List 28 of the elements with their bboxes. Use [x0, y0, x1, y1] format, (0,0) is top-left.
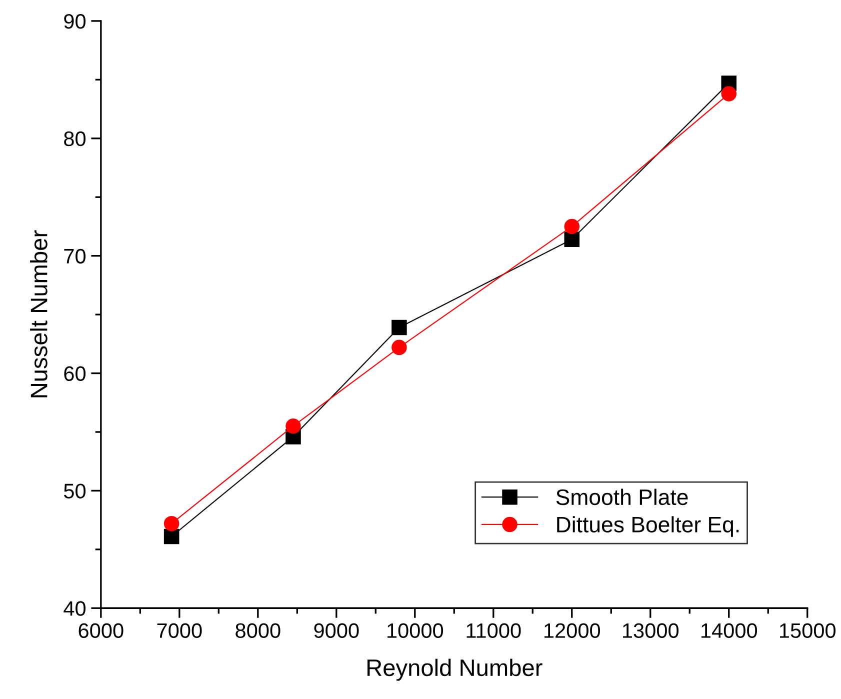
y-axis-title: Nusselt Number — [30, 230, 48, 398]
y-tick-label: 80 — [64, 131, 86, 146]
x-tick-label: 9000 — [314, 623, 359, 638]
y-tick-label: 70 — [64, 248, 86, 264]
point — [164, 516, 180, 532]
point — [564, 218, 580, 234]
point — [392, 320, 407, 336]
x-tick-label: 8000 — [236, 623, 280, 638]
x-tick-label: 13000 — [623, 623, 679, 638]
point — [392, 340, 407, 356]
point — [564, 232, 580, 248]
y-tick-label: 50 — [64, 484, 86, 498]
x-tick-label: 15000 — [780, 623, 836, 638]
x-tick-label: 7000 — [157, 623, 202, 638]
legend-label: Smooth Plate — [556, 488, 688, 506]
x-tick-label: 11000 — [466, 623, 521, 638]
x-tick-label: 14000 — [701, 623, 758, 638]
y-tick-label: 40 — [64, 601, 86, 616]
x-axis-title: Reynold Number — [368, 658, 542, 681]
y-tick-label: 60 — [64, 366, 86, 382]
x-tick-label: 10000 — [388, 623, 444, 638]
x-tick-label: 6000 — [78, 623, 124, 638]
y-tick-label: 90 — [64, 14, 86, 29]
point — [721, 86, 737, 102]
legend-label: Dittues Boelter Eq. — [557, 516, 739, 537]
point — [164, 528, 180, 544]
x-tick-label: 12000 — [544, 623, 600, 638]
point — [286, 418, 301, 434]
